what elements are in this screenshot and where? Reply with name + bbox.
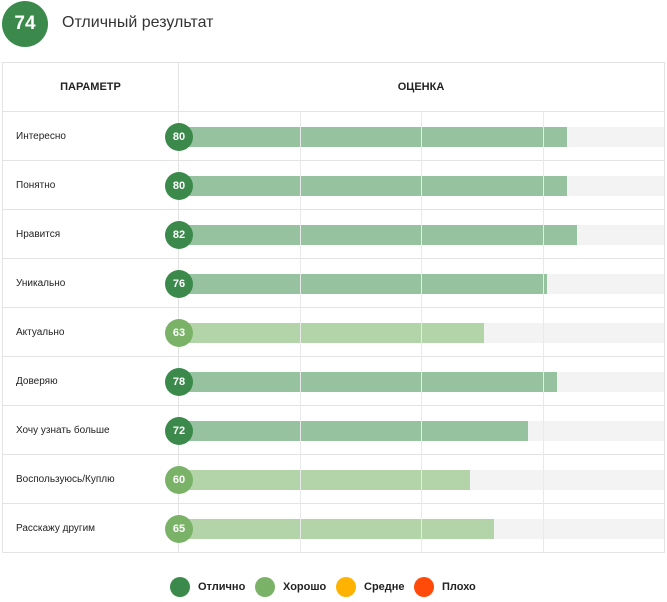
legend-dot-icon	[336, 577, 356, 597]
row-label: Нравится	[16, 228, 61, 240]
gridline	[543, 111, 544, 552]
score-bar	[178, 274, 547, 294]
table-row: Уникально 76	[3, 258, 664, 307]
row-label: Доверяю	[16, 375, 58, 387]
column-header-parameter: Параметр	[3, 63, 179, 111]
gridline	[421, 111, 422, 552]
score-bar	[178, 470, 470, 490]
score-value-badge: 63	[165, 319, 193, 347]
score-value-badge: 80	[165, 172, 193, 200]
table-row: Хочу узнать больше 72	[3, 405, 664, 454]
row-label: Интересно	[16, 130, 66, 142]
score-value-badge: 78	[165, 368, 193, 396]
gridline	[300, 111, 301, 552]
legend-item: Плохо	[414, 577, 476, 597]
score-bar	[178, 323, 484, 343]
legend-label: Средне	[364, 581, 405, 593]
score-bar	[178, 225, 577, 245]
row-label: Хочу узнать больше	[16, 424, 110, 436]
table-row: Интересно 80	[3, 111, 664, 160]
row-label: Воспользуюсь/Куплю	[16, 473, 115, 485]
score-value-badge: 60	[165, 466, 193, 494]
table-row: Понятно 80	[3, 160, 664, 209]
table-row: Нравится 82	[3, 209, 664, 258]
score-value-badge: 80	[165, 123, 193, 151]
score-value-badge: 82	[165, 221, 193, 249]
row-label: Актуально	[16, 326, 65, 338]
header: 74 Отличный результат	[0, 0, 667, 50]
table-row: Расскажу другим 65	[3, 503, 664, 552]
legend-dot-icon	[170, 577, 190, 597]
legend-dot-icon	[414, 577, 434, 597]
row-label: Расскажу другим	[16, 522, 96, 534]
legend-label: Отлично	[198, 581, 246, 593]
overall-score-badge: 74	[2, 1, 48, 47]
score-bar	[178, 127, 567, 147]
legend-item: Средне	[336, 577, 405, 597]
score-rows: Интересно 80 Понятно 80 Нравится 82 Уникально 7…	[3, 111, 664, 552]
row-label: Понятно	[16, 179, 56, 191]
score-bar	[178, 176, 567, 196]
score-bar	[178, 372, 557, 392]
legend-item: Отлично	[170, 577, 245, 597]
score-value-badge: 72	[165, 417, 193, 445]
overall-score-label: Отличный результат	[62, 14, 214, 31]
legend-dot-icon	[255, 577, 275, 597]
table-row: Воспользуюсь/Куплю 60	[3, 454, 664, 503]
score-bar	[178, 421, 528, 441]
legend-item: Хорошо	[255, 577, 326, 597]
score-bar	[178, 519, 494, 539]
legend: Отлично Хорошо Средне Плохо	[0, 572, 667, 602]
scores-table: Параметр Оценка Интересно 80 Понятно 80 Нрав…	[2, 62, 665, 553]
score-value-badge: 76	[165, 270, 193, 298]
table-row: Доверяю 78	[3, 356, 664, 405]
row-label: Уникально	[16, 277, 66, 289]
legend-label: Хорошо	[283, 581, 327, 593]
legend-label: Плохо	[442, 581, 476, 593]
score-value-badge: 65	[165, 515, 193, 543]
table-row: Актуально 63	[3, 307, 664, 356]
column-header-score: Оценка	[397, 81, 445, 93]
